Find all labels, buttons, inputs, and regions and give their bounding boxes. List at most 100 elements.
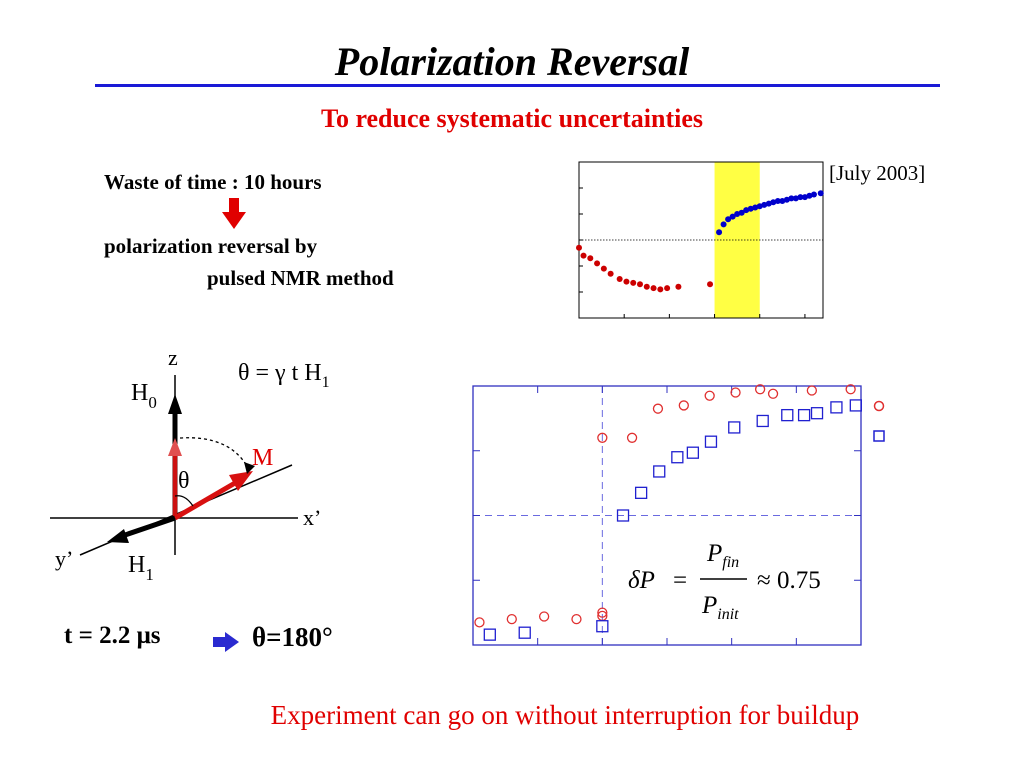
formula-numerator-sub: fin: [722, 554, 739, 571]
data-point-july-2003: [781, 408, 794, 422]
data-point-series-1: [756, 203, 763, 210]
data-point-july-2005: [506, 613, 517, 625]
data-point-july-2003: [596, 620, 609, 633]
data-point-series-1: [738, 209, 745, 216]
data-point-series-1: [783, 196, 790, 203]
data-point-july-2005: [806, 385, 818, 396]
data-point-july-2005: [845, 384, 856, 395]
formula-delta-p: δP: [628, 567, 655, 594]
z-label: z: [168, 345, 178, 370]
data-point-july-2003: [518, 626, 531, 639]
h1-vector: [121, 515, 176, 539]
formula-equals: =: [673, 567, 687, 594]
data-point-series-0: [587, 255, 594, 262]
data-point-july-2003: [616, 509, 630, 522]
data-point-series-1: [752, 204, 759, 211]
data-point-july-2005: [652, 403, 664, 414]
highlight-band: [714, 162, 760, 318]
data-point-july-2005: [730, 387, 741, 398]
data-point-july-2005: [678, 400, 689, 411]
data-point-july-2003: [797, 408, 811, 422]
right-arrow-icon: [213, 632, 239, 652]
theta-arc: [174, 495, 194, 507]
h1-arrowhead-icon: [107, 529, 129, 543]
bottom-note: Experiment can go on without interruptio…: [270, 700, 860, 730]
data-point-series-1: [734, 211, 741, 217]
slide-title: Polarization Reversal: [334, 39, 690, 84]
data-point-july-2005: [754, 384, 766, 395]
data-point-july-2003: [634, 486, 648, 499]
data-point-series-1: [779, 198, 786, 204]
data-point-series-1: [716, 229, 723, 236]
data-point-series-1: [788, 195, 795, 202]
angle-result-text: θ=180°: [252, 622, 333, 652]
reversal-text-line-1: polarization reversal by: [104, 234, 318, 258]
data-point-series-0: [607, 270, 614, 277]
h1-label: H1: [128, 552, 154, 584]
data-point-july-2003: [830, 401, 843, 414]
data-point-july-2003: [849, 399, 862, 412]
rotation-arrowhead-icon: [244, 462, 255, 474]
data-point-series-1: [817, 190, 824, 197]
slide-subtitle: To reduce systematic uncertainties: [320, 104, 703, 133]
legend-marker-square-icon: [873, 430, 885, 442]
data-point-july-2003: [810, 407, 824, 420]
data-point-series-0: [616, 276, 623, 282]
data-point-series-1: [797, 194, 804, 201]
data-point-series-0: [600, 265, 607, 272]
title-underline: [95, 84, 940, 87]
reversal-text-line-2: pulsed NMR method: [207, 266, 394, 290]
data-point-july-2003: [686, 446, 700, 459]
m-label: M: [252, 445, 273, 471]
rotation-diagram: z x’ y’ H0 H1 M θ θ = γ t H1: [50, 345, 330, 584]
data-point-july-2003: [653, 465, 666, 478]
m-initial-arrowhead-icon: [168, 438, 182, 456]
legend-marker-circle-icon: [873, 400, 885, 412]
data-point-series-0: [643, 283, 650, 290]
data-point-series-0: [576, 244, 582, 251]
data-point-series-1: [720, 221, 727, 228]
formula-denominator-sub: init: [717, 606, 739, 623]
data-point-july-2005: [597, 432, 608, 443]
data-point-series-0: [657, 286, 664, 293]
down-arrow-icon: [222, 198, 246, 229]
data-point-series-1: [743, 207, 750, 214]
data-point-series-1: [747, 205, 754, 212]
formula-numerator: Pfin: [706, 540, 739, 571]
data-point-series-1: [761, 201, 768, 208]
data-point-july-2005: [767, 388, 779, 399]
data-point-series-0: [630, 279, 637, 286]
data-point-series-1: [792, 195, 799, 202]
y-prime-label: y’: [55, 546, 73, 571]
data-point-july-2003: [483, 628, 496, 641]
data-point-series-1: [729, 213, 736, 220]
data-point-series-1: [770, 199, 777, 206]
data-point-series-1: [725, 216, 732, 223]
data-point-july-2005: [538, 611, 550, 622]
data-point-july-2003: [756, 414, 769, 428]
h0-arrowhead-icon: [168, 394, 182, 414]
data-point-series-0: [637, 281, 643, 288]
data-point-july-2003: [704, 435, 718, 448]
h0-label: H0: [131, 380, 157, 412]
data-point-series-1: [765, 200, 772, 207]
data-point-july-2005: [597, 607, 608, 618]
data-point-series-1: [774, 198, 781, 204]
data-point-series-0: [707, 281, 714, 288]
m-arrowhead-icon: [229, 471, 253, 491]
data-point-series-0: [623, 278, 630, 285]
theta-label: θ: [178, 468, 190, 494]
data-point-series-0: [580, 252, 587, 259]
data-point-series-0: [650, 285, 657, 292]
date-label: [July 2003]: [829, 161, 926, 185]
data-point-july-2003: [671, 451, 684, 464]
data-point-series-1: [810, 191, 817, 198]
formula-background: [622, 536, 854, 630]
m-vector: [173, 480, 237, 521]
data-point-july-2005: [571, 613, 582, 625]
formula-result: ≈ 0.75: [757, 567, 821, 594]
data-point-series-1: [801, 194, 808, 201]
data-point-july-2005: [474, 617, 485, 628]
